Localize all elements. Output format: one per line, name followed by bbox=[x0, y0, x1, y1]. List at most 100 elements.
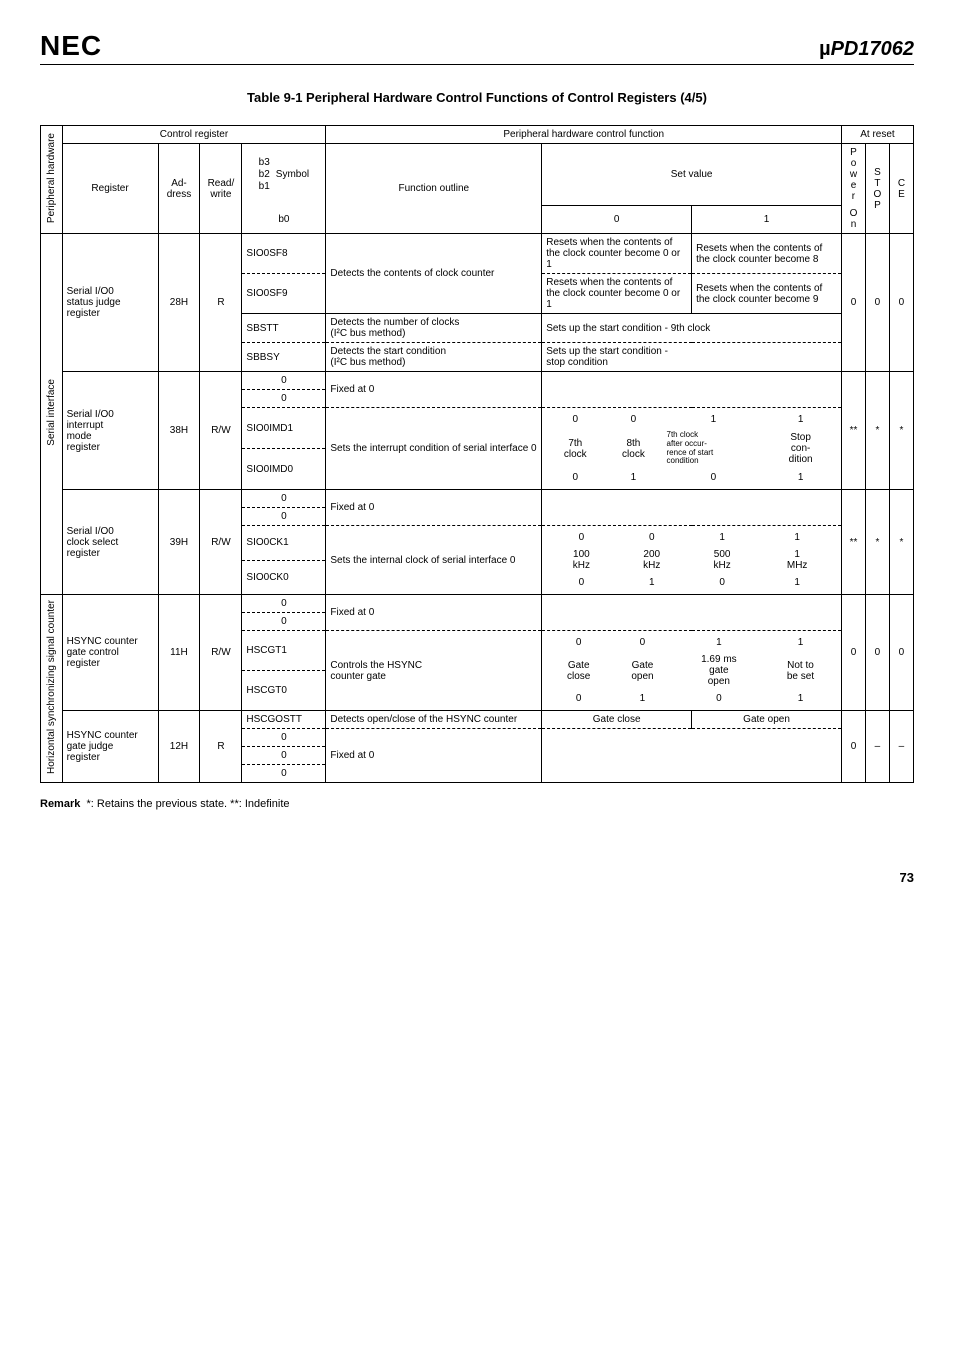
symbol-label: Symbol bbox=[276, 169, 309, 180]
symbol-cell: SIO0SF8 bbox=[242, 234, 326, 274]
grid-cell: 1 bbox=[757, 529, 837, 546]
grid-cell: 0 bbox=[674, 690, 764, 707]
grid-cell: 1.69 ms gate open bbox=[674, 651, 764, 690]
function-cell: Controls the HSYNC counter gate bbox=[326, 631, 542, 711]
grid-cell: 1 bbox=[604, 469, 662, 486]
function-cell: Detects the number of clocks (I²C bus me… bbox=[326, 314, 542, 343]
symbol-cell: 0 bbox=[242, 508, 326, 526]
product-code: µPD17062 bbox=[819, 38, 914, 61]
reset-c-cell: 0 bbox=[889, 595, 913, 711]
grid-cell: 0 bbox=[663, 469, 765, 486]
sv-one-header: 1 bbox=[692, 205, 842, 234]
symbol-cell: SIO0IMD1 bbox=[242, 408, 326, 449]
sv-zero-header: 0 bbox=[542, 205, 692, 234]
reset-s-cell: * bbox=[865, 490, 889, 595]
address-cell: 38H bbox=[158, 372, 200, 490]
header-row-1: Peripheral hardware Control register Per… bbox=[41, 126, 914, 144]
rw-header: Read/ write bbox=[200, 144, 242, 234]
brand-logo: NEC bbox=[40, 30, 102, 62]
grid-cell: 1 bbox=[611, 690, 674, 707]
function-cell: Sets the internal clock of serial interf… bbox=[326, 526, 542, 595]
symbol-cell: 0 bbox=[242, 595, 326, 613]
grid-cell: 0 bbox=[546, 574, 616, 591]
symbol-cell: SIO0IMD0 bbox=[242, 449, 326, 490]
header-row-2: Register Ad- dress Read/ write b3b2b1 Sy… bbox=[41, 144, 914, 206]
peripheral-function-header: Peripheral hardware control function bbox=[326, 126, 842, 144]
sv1-cell: Resets when the contents of the clock co… bbox=[692, 274, 842, 314]
rw-cell: R/W bbox=[200, 372, 242, 490]
at-reset-header: At reset bbox=[841, 126, 913, 144]
mu-symbol: µ bbox=[819, 38, 831, 60]
table-row: Horizontal synchronizing signal counter … bbox=[41, 595, 914, 613]
symbol-cell: 0 bbox=[242, 390, 326, 408]
reset-s-cell: * bbox=[865, 372, 889, 490]
sv-grid-cell: 0011 7th clock8th clock7th clock after o… bbox=[542, 408, 842, 490]
register-name: Serial I/O0 status judge register bbox=[62, 234, 158, 372]
symbol-cell: HSCGT0 bbox=[242, 671, 326, 711]
register-header: Register bbox=[62, 144, 158, 234]
address-cell: 11H bbox=[158, 595, 200, 711]
grid-cell: Gate open bbox=[611, 651, 674, 690]
table-row: HSYNC counter gate judge register 12H R … bbox=[41, 711, 914, 729]
grid-cell: 1 bbox=[674, 634, 764, 651]
sv-cell bbox=[542, 490, 842, 526]
function-outline-header: Function outline bbox=[326, 144, 542, 234]
reset-s-cell: 0 bbox=[865, 595, 889, 711]
symbol-cell: SIO0CK0 bbox=[242, 560, 326, 595]
symbol-cell: SIO0SF9 bbox=[242, 274, 326, 314]
grid-cell: 1 bbox=[757, 574, 837, 591]
symbol-cell: SIO0CK1 bbox=[242, 526, 326, 561]
grid-cell: 8th clock bbox=[604, 428, 662, 469]
grid-cell: 500 kHz bbox=[687, 546, 757, 574]
symbol-header: b3b2b1 Symbol bbox=[242, 144, 326, 206]
grid-cell: 1 bbox=[663, 411, 765, 428]
symbol-cell: HSCGOSTT bbox=[242, 711, 326, 729]
grid-cell: 1 bbox=[764, 469, 837, 486]
sv-cell bbox=[542, 729, 842, 783]
address-cell: 39H bbox=[158, 490, 200, 595]
sv-cell bbox=[542, 595, 842, 631]
sv1-cell: Gate open bbox=[692, 711, 842, 729]
table-row: Serial interface Serial I/O0 status judg… bbox=[41, 234, 914, 274]
address-header: Ad- dress bbox=[158, 144, 200, 234]
reset-p-cell: 0 bbox=[841, 711, 865, 783]
rw-cell: R bbox=[200, 711, 242, 783]
ce-header: C E bbox=[889, 144, 913, 234]
serial-interface-section: Serial interface bbox=[41, 234, 63, 595]
grid-cell: 1 bbox=[764, 690, 837, 707]
reset-p-cell: ** bbox=[841, 490, 865, 595]
symbol-cell: 0 bbox=[242, 729, 326, 747]
address-cell: 28H bbox=[158, 234, 200, 372]
function-cell: Detects the contents of clock counter bbox=[326, 234, 542, 314]
grid-cell: 1 bbox=[764, 634, 837, 651]
remark-label: Remark bbox=[40, 798, 80, 810]
remark-line: Remark *: Retains the previous state. **… bbox=[40, 798, 914, 810]
sv1-cell: Resets when the contents of the clock co… bbox=[692, 234, 842, 274]
rw-cell: R bbox=[200, 234, 242, 372]
sv0-cell: Resets when the contents of the clock co… bbox=[542, 274, 692, 314]
function-cell: Detects open/close of the HSYNC counter bbox=[326, 711, 542, 729]
function-cell: Fixed at 0 bbox=[326, 729, 542, 783]
control-register-table: Peripheral hardware Control register Per… bbox=[40, 125, 914, 783]
table-row: Serial I/O0 interrupt mode register 38H … bbox=[41, 372, 914, 390]
grid-cell: 0 bbox=[617, 529, 687, 546]
page-number: 73 bbox=[40, 870, 914, 885]
reset-p-cell: 0 bbox=[841, 234, 865, 372]
reset-c-cell: 0 bbox=[889, 234, 913, 372]
grid-cell: 200 kHz bbox=[617, 546, 687, 574]
sv0-cell: Resets when the contents of the clock co… bbox=[542, 234, 692, 274]
symbol-cell: 0 bbox=[242, 490, 326, 508]
grid-cell: 0 bbox=[546, 634, 611, 651]
b3-label: b3 bbox=[259, 157, 270, 168]
sv-cell: Sets up the start condition - stop condi… bbox=[542, 343, 842, 372]
grid-cell: 1 bbox=[764, 411, 837, 428]
function-cell: Fixed at 0 bbox=[326, 595, 542, 631]
reset-s-cell: 0 bbox=[865, 234, 889, 372]
register-name: Serial I/O0 interrupt mode register bbox=[62, 372, 158, 490]
reset-p-cell: ** bbox=[841, 372, 865, 490]
function-cell: Detects the start condition (I²C bus met… bbox=[326, 343, 542, 372]
grid-cell: Gate close bbox=[546, 651, 611, 690]
register-name: Serial I/O0 clock select register bbox=[62, 490, 158, 595]
grid-cell: 7th clock bbox=[546, 428, 604, 469]
symbol-cell: 0 bbox=[242, 372, 326, 390]
